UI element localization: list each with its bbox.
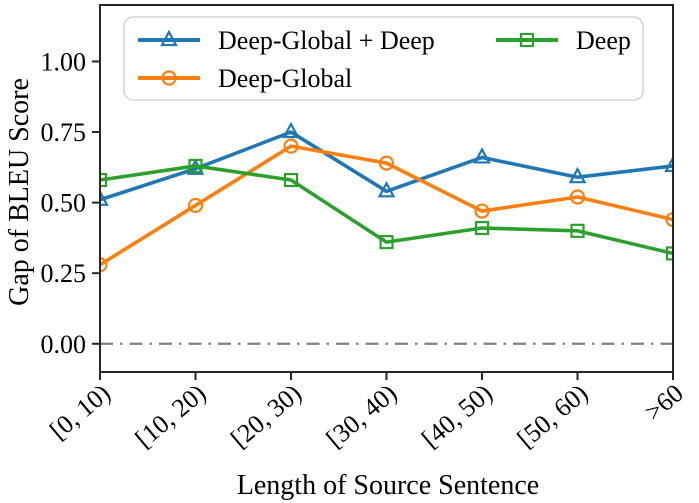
x-tick-label: [50, 60) <box>512 378 594 453</box>
x-axis-title: Length of Source Sentence <box>237 470 539 501</box>
y-tick-label: 1.00 <box>41 47 87 76</box>
legend-label-deep-global: Deep-Global <box>218 64 352 93</box>
data-point-deep-global <box>283 138 299 154</box>
series-line-deep-global-deep <box>100 130 673 202</box>
legend-label-deep: Deep <box>576 26 631 55</box>
data-point-deep-global <box>569 189 586 205</box>
x-tick-label: [10, 20) <box>130 378 212 453</box>
data-point-deep <box>283 172 299 188</box>
data-point-deep-global <box>100 257 108 273</box>
legend-box <box>123 16 644 101</box>
data-point-deep <box>100 172 108 188</box>
y-axis-title: Gap of BLEU Score <box>4 78 35 306</box>
data-point-deep <box>570 223 585 238</box>
axis-ticks-group <box>92 60 674 380</box>
data-point-deep <box>665 246 673 261</box>
x-tick-label: [30, 40) <box>321 378 403 453</box>
series-group <box>100 121 673 273</box>
data-point-deep-global <box>378 155 395 171</box>
x-tick-labels-group: [0, 10) [10, 20) [20, 30) [30, 40) [40, 50)[… <box>44 378 689 453</box>
legend-label-deep-global-deep: Deep-Global + Deep <box>218 26 435 55</box>
data-point-deep-global-deep <box>473 147 491 164</box>
data-point-deep <box>379 235 394 250</box>
y-tick-label: 0.75 <box>41 118 87 147</box>
data-point-deep <box>474 220 490 236</box>
data-point-deep-global-deep <box>100 189 109 206</box>
x-tick-label: [0, 10) <box>44 378 116 445</box>
series-line-deep-global <box>100 144 673 267</box>
x-tick-label: [20, 30) <box>225 378 307 453</box>
series-line-deep <box>100 164 673 256</box>
data-point-deep-global <box>665 211 673 228</box>
y-tick-label: 0.50 <box>41 189 87 218</box>
y-tick-label: 0.25 <box>41 259 87 288</box>
data-point-deep-global-deep <box>568 166 587 184</box>
x-tick-label: [40, 50) <box>416 378 498 453</box>
data-point-deep <box>188 158 203 174</box>
data-point-deep-global <box>187 197 204 214</box>
y-tick-label: 0.00 <box>41 330 87 359</box>
legend: Deep-Global + Deep Deep-Global Deep <box>123 16 644 101</box>
legend-marker-deep-global <box>161 70 177 86</box>
legend-marker-deep-global-deep <box>160 29 178 47</box>
data-point-deep-global-deep <box>664 155 673 173</box>
data-point-deep-global <box>474 203 490 219</box>
x-tick-label: >60 <box>639 378 689 426</box>
data-point-deep-global-deep <box>377 181 396 198</box>
data-point-deep-global-deep <box>282 121 300 139</box>
y-tick-labels-group: 0.00 0.25 0.50 0.75 1.00 <box>41 47 87 358</box>
legend-marker-deep <box>519 32 535 48</box>
